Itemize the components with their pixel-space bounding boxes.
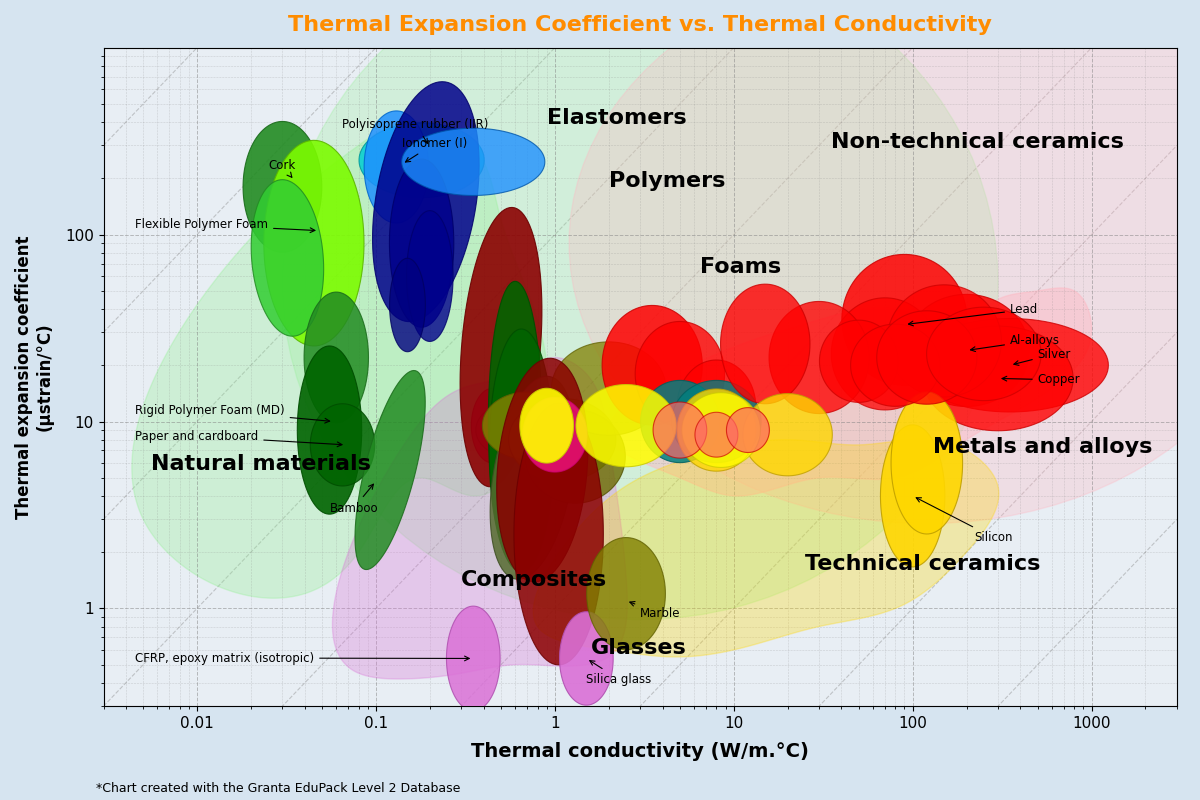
- Polygon shape: [514, 403, 604, 665]
- Text: Non-technical ceramics: Non-technical ceramics: [832, 132, 1124, 152]
- Polygon shape: [576, 385, 676, 466]
- Polygon shape: [559, 612, 613, 705]
- Polygon shape: [672, 380, 761, 462]
- Polygon shape: [926, 307, 1042, 401]
- Text: CFRP, epoxy matrix (isotropic): CFRP, epoxy matrix (isotropic): [136, 651, 469, 665]
- Polygon shape: [912, 318, 1109, 412]
- Polygon shape: [587, 538, 666, 650]
- Polygon shape: [726, 408, 769, 453]
- Polygon shape: [446, 606, 500, 710]
- Text: Paper and cardboard: Paper and cardboard: [136, 430, 342, 446]
- Polygon shape: [877, 310, 977, 404]
- Polygon shape: [677, 360, 756, 454]
- Polygon shape: [904, 294, 1030, 406]
- Text: Rigid Polymer Foam (MD): Rigid Polymer Foam (MD): [136, 404, 330, 423]
- Polygon shape: [523, 398, 587, 472]
- Text: Flexible Polymer Foam: Flexible Polymer Foam: [136, 218, 314, 233]
- Polygon shape: [552, 342, 666, 435]
- Text: Silicon: Silicon: [917, 498, 1013, 544]
- Polygon shape: [695, 412, 738, 457]
- Text: Al-alloys: Al-alloys: [971, 334, 1060, 351]
- Polygon shape: [881, 425, 944, 567]
- Polygon shape: [743, 394, 833, 476]
- Polygon shape: [390, 159, 454, 327]
- Polygon shape: [482, 392, 572, 459]
- Text: Foams: Foams: [701, 258, 781, 278]
- Polygon shape: [402, 128, 545, 195]
- Polygon shape: [677, 389, 756, 471]
- Text: Natural materials: Natural materials: [151, 454, 371, 474]
- Polygon shape: [298, 346, 361, 514]
- Polygon shape: [569, 0, 1200, 523]
- Polygon shape: [244, 122, 322, 252]
- Polygon shape: [372, 82, 479, 322]
- Text: Metals and alloys: Metals and alloys: [934, 437, 1152, 457]
- Text: Polyisoprene rubber (IIR): Polyisoprene rubber (IIR): [342, 118, 488, 143]
- Text: Marble: Marble: [630, 602, 680, 620]
- Polygon shape: [311, 404, 374, 486]
- Polygon shape: [892, 392, 962, 534]
- Polygon shape: [251, 180, 324, 336]
- Y-axis label: Thermal expansion coefficient
(μstrain/°C): Thermal expansion coefficient (μstrain/°…: [14, 235, 54, 518]
- Polygon shape: [332, 358, 628, 679]
- Polygon shape: [472, 388, 515, 463]
- Polygon shape: [526, 410, 625, 503]
- Text: Elastomers: Elastomers: [547, 108, 686, 128]
- Polygon shape: [359, 123, 485, 198]
- Polygon shape: [490, 376, 575, 579]
- Polygon shape: [820, 320, 898, 402]
- Polygon shape: [264, 140, 364, 346]
- Polygon shape: [132, 121, 547, 598]
- Polygon shape: [923, 326, 1073, 430]
- Polygon shape: [509, 398, 616, 481]
- Polygon shape: [842, 254, 967, 386]
- Text: Lead: Lead: [908, 303, 1038, 326]
- Polygon shape: [476, 402, 554, 458]
- Polygon shape: [887, 285, 1002, 397]
- Polygon shape: [607, 288, 1092, 496]
- Polygon shape: [304, 292, 368, 423]
- Polygon shape: [769, 302, 869, 414]
- Polygon shape: [390, 258, 425, 352]
- Polygon shape: [490, 329, 553, 572]
- Polygon shape: [497, 358, 588, 582]
- Polygon shape: [488, 282, 542, 562]
- Polygon shape: [682, 393, 761, 467]
- Polygon shape: [641, 380, 719, 462]
- Polygon shape: [282, 0, 998, 619]
- Text: Technical ceramics: Technical ceramics: [805, 554, 1040, 574]
- Polygon shape: [355, 370, 425, 570]
- Title: Thermal Expansion Coefficient vs. Thermal Conductivity: Thermal Expansion Coefficient vs. Therma…: [288, 15, 992, 35]
- Text: Glasses: Glasses: [592, 638, 688, 658]
- X-axis label: Thermal conductivity (W/m.°C): Thermal conductivity (W/m.°C): [472, 742, 809, 761]
- Text: Cork: Cork: [269, 158, 295, 178]
- Polygon shape: [533, 439, 998, 657]
- Text: Silver: Silver: [1014, 347, 1072, 366]
- Polygon shape: [364, 111, 428, 223]
- Text: Ionomer (I): Ionomer (I): [402, 137, 467, 162]
- Text: *Chart created with the Granta EduPack Level 2 Database: *Chart created with the Granta EduPack L…: [96, 782, 461, 795]
- Polygon shape: [602, 306, 702, 425]
- Polygon shape: [653, 402, 707, 458]
- Text: Silica glass: Silica glass: [587, 661, 652, 686]
- Polygon shape: [635, 322, 725, 426]
- Polygon shape: [720, 284, 810, 404]
- Text: Composites: Composites: [461, 570, 607, 590]
- Polygon shape: [460, 207, 542, 486]
- Polygon shape: [851, 324, 940, 406]
- Polygon shape: [832, 298, 938, 410]
- Text: Copper: Copper: [1002, 374, 1080, 386]
- Polygon shape: [520, 388, 574, 463]
- Text: Polymers: Polymers: [608, 171, 725, 191]
- Text: Bamboo: Bamboo: [330, 484, 378, 514]
- Polygon shape: [407, 210, 454, 342]
